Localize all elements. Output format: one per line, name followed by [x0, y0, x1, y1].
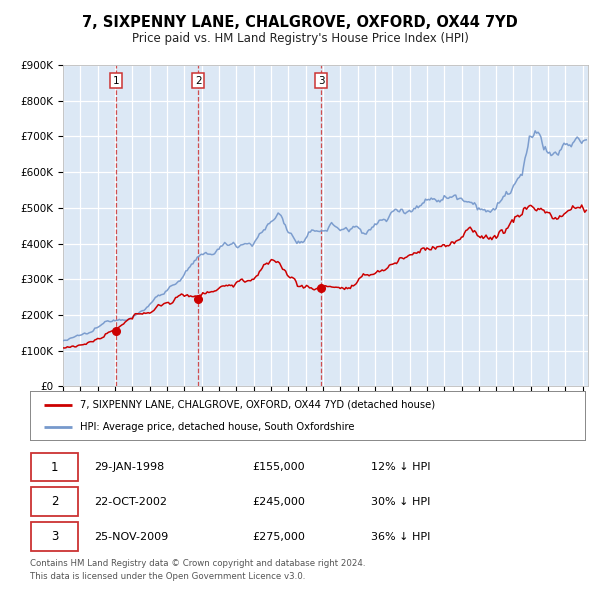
Text: 29-JAN-1998: 29-JAN-1998 — [94, 462, 164, 472]
Text: 25-NOV-2009: 25-NOV-2009 — [94, 532, 168, 542]
Text: HPI: Average price, detached house, South Oxfordshire: HPI: Average price, detached house, Sout… — [80, 422, 355, 432]
Text: £245,000: £245,000 — [252, 497, 305, 507]
Text: 2: 2 — [50, 496, 58, 509]
Text: £275,000: £275,000 — [252, 532, 305, 542]
Text: This data is licensed under the Open Government Licence v3.0.: This data is licensed under the Open Gov… — [30, 572, 305, 581]
FancyBboxPatch shape — [31, 453, 78, 481]
Text: £155,000: £155,000 — [252, 462, 305, 472]
Text: 7, SIXPENNY LANE, CHALGROVE, OXFORD, OX44 7YD (detached house): 7, SIXPENNY LANE, CHALGROVE, OXFORD, OX4… — [80, 399, 435, 409]
Text: 7, SIXPENNY LANE, CHALGROVE, OXFORD, OX44 7YD: 7, SIXPENNY LANE, CHALGROVE, OXFORD, OX4… — [82, 15, 518, 30]
Text: 1: 1 — [113, 76, 119, 86]
Text: 12% ↓ HPI: 12% ↓ HPI — [371, 462, 431, 472]
Text: Price paid vs. HM Land Registry's House Price Index (HPI): Price paid vs. HM Land Registry's House … — [131, 32, 469, 45]
Text: 36% ↓ HPI: 36% ↓ HPI — [371, 532, 431, 542]
Text: 3: 3 — [51, 530, 58, 543]
FancyBboxPatch shape — [31, 522, 78, 550]
Text: 30% ↓ HPI: 30% ↓ HPI — [371, 497, 431, 507]
Text: Contains HM Land Registry data © Crown copyright and database right 2024.: Contains HM Land Registry data © Crown c… — [30, 559, 365, 568]
FancyBboxPatch shape — [31, 487, 78, 516]
Text: 22-OCT-2002: 22-OCT-2002 — [94, 497, 167, 507]
Text: 2: 2 — [195, 76, 202, 86]
Text: 3: 3 — [318, 76, 325, 86]
Text: 1: 1 — [50, 461, 58, 474]
